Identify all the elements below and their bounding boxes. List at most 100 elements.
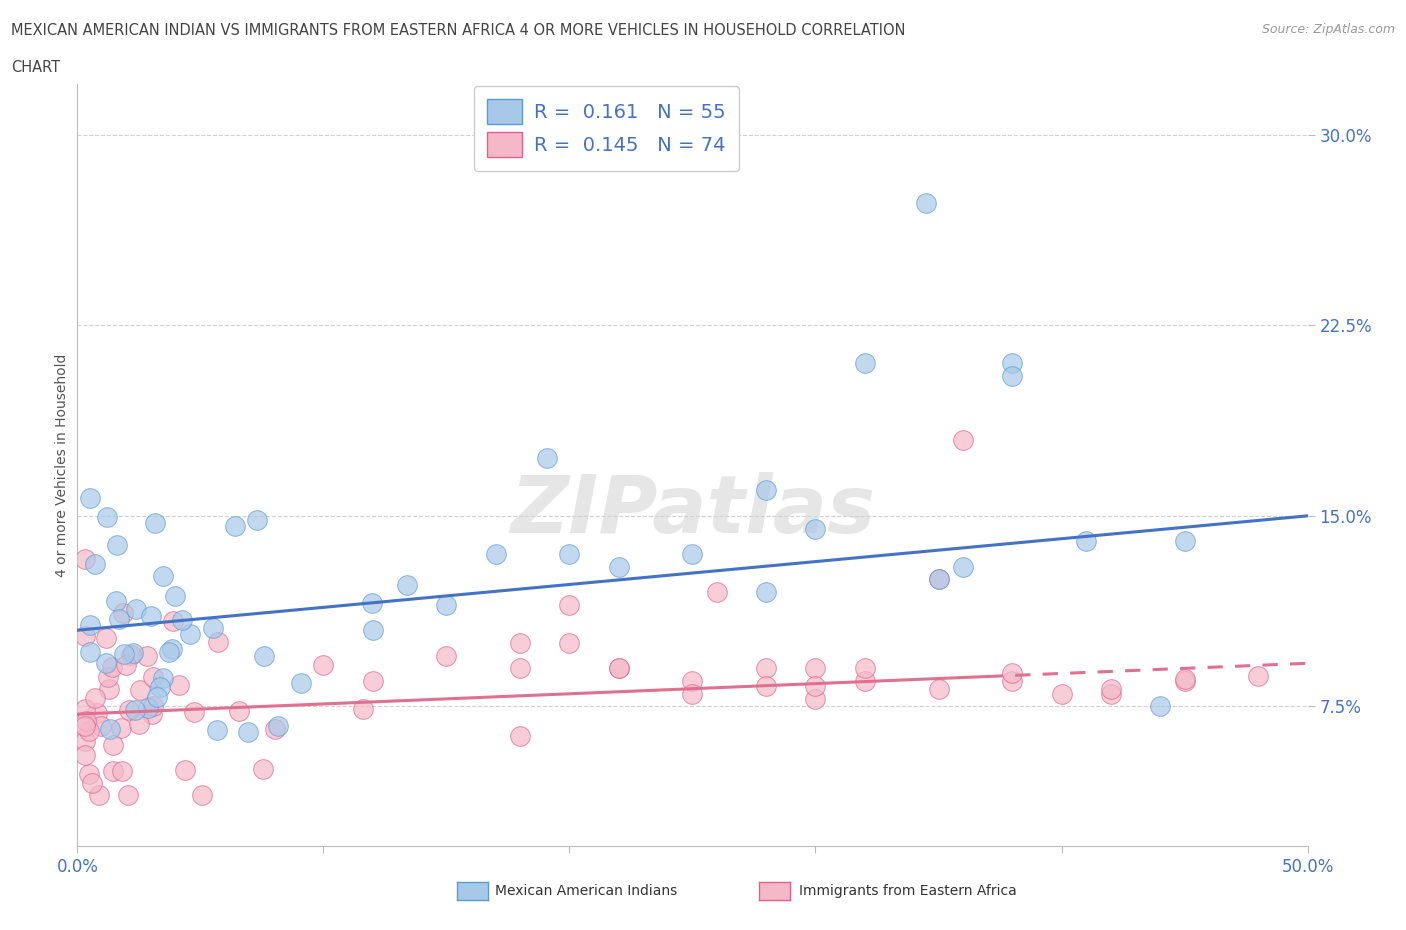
Point — [162, 642, 184, 657]
Point — [509, 661, 531, 676]
Point — [94, 656, 117, 671]
Point — [73, 719, 96, 734]
Point — [136, 649, 159, 664]
Point — [928, 572, 950, 587]
Point — [191, 788, 214, 803]
Point — [755, 661, 778, 676]
Point — [205, 723, 228, 737]
Point — [1247, 669, 1270, 684]
Point — [162, 614, 184, 629]
Point — [706, 585, 728, 600]
Text: MEXICAN AMERICAN INDIAN VS IMMIGRANTS FROM EASTERN AFRICA 4 OR MORE VEHICLES IN : MEXICAN AMERICAN INDIAN VS IMMIGRANTS FR… — [11, 23, 905, 38]
Point — [183, 704, 205, 719]
Point — [252, 761, 274, 776]
Point — [312, 658, 335, 672]
Point — [536, 450, 558, 465]
Point — [124, 702, 146, 717]
Point — [266, 719, 288, 734]
Point — [129, 683, 152, 698]
Point — [853, 356, 876, 371]
Point — [928, 682, 950, 697]
Point — [84, 690, 107, 705]
Point — [117, 703, 139, 718]
Point — [165, 589, 187, 604]
Point — [682, 547, 704, 562]
Point — [682, 673, 704, 688]
Point — [141, 609, 163, 624]
Point — [853, 661, 876, 676]
Point — [149, 679, 172, 694]
Text: Source: ZipAtlas.com: Source: ZipAtlas.com — [1261, 23, 1395, 36]
Point — [120, 647, 142, 662]
Point — [915, 195, 938, 210]
Legend: R =  0.161   N = 55, R =  0.145   N = 74: R = 0.161 N = 55, R = 0.145 N = 74 — [474, 86, 740, 171]
Point — [434, 598, 457, 613]
Point — [236, 724, 259, 739]
Text: ZIPatlas: ZIPatlas — [510, 472, 875, 550]
Point — [252, 649, 274, 664]
Point — [79, 491, 101, 506]
Point — [82, 776, 104, 790]
Point — [558, 635, 581, 650]
Point — [804, 679, 827, 694]
Point — [1001, 673, 1024, 688]
Point — [136, 701, 159, 716]
Point — [104, 593, 127, 608]
Point — [804, 661, 827, 676]
Point — [86, 706, 108, 721]
Point — [96, 510, 118, 525]
Point — [96, 669, 118, 684]
Point — [112, 646, 135, 661]
Point — [485, 547, 508, 562]
Point — [152, 671, 174, 685]
Point — [755, 483, 778, 498]
Point — [108, 612, 131, 627]
Point — [122, 646, 145, 661]
Point — [1076, 534, 1098, 549]
Point — [207, 634, 229, 649]
Point — [84, 557, 107, 572]
Point — [179, 627, 201, 642]
Point — [112, 605, 135, 620]
Point — [73, 734, 96, 749]
Point — [352, 702, 374, 717]
Point — [228, 703, 250, 718]
Point — [117, 788, 139, 803]
Point — [224, 518, 246, 533]
Point — [361, 623, 384, 638]
Point — [952, 432, 974, 447]
Point — [928, 572, 950, 587]
Point — [79, 645, 101, 660]
Point — [395, 578, 418, 593]
Point — [110, 721, 132, 736]
Point — [157, 644, 180, 659]
Point — [509, 635, 531, 650]
Point — [755, 679, 778, 694]
Point — [607, 559, 630, 574]
Point — [558, 597, 581, 612]
Point — [202, 620, 225, 635]
Point — [1174, 534, 1197, 549]
Point — [607, 661, 630, 676]
Point — [1149, 699, 1171, 714]
Point — [98, 682, 121, 697]
Point — [952, 559, 974, 574]
Y-axis label: 4 or more Vehicles in Household: 4 or more Vehicles in Household — [55, 353, 69, 577]
Point — [152, 569, 174, 584]
Point — [853, 673, 876, 688]
Text: Immigrants from Eastern Africa: Immigrants from Eastern Africa — [799, 884, 1017, 898]
Point — [1001, 368, 1024, 383]
Point — [1050, 686, 1073, 701]
Point — [804, 691, 827, 706]
Point — [509, 728, 531, 743]
Point — [75, 714, 97, 729]
Point — [89, 788, 111, 803]
Point — [141, 706, 163, 721]
Point — [128, 716, 150, 731]
Point — [103, 764, 125, 778]
Point — [77, 724, 100, 738]
Text: CHART: CHART — [11, 60, 60, 75]
Point — [558, 547, 581, 562]
Point — [1099, 686, 1122, 701]
Point — [105, 538, 128, 552]
